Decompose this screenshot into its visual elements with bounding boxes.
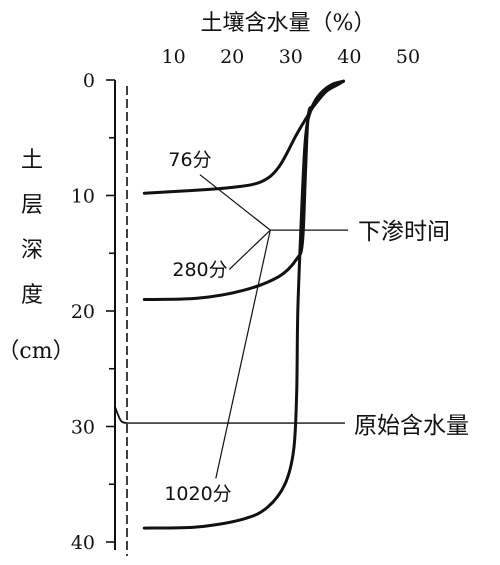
y-axis-label-char: 度 [21, 283, 43, 308]
label-280-min: 280分 [172, 259, 227, 281]
y-axis-label-char: 层 [21, 193, 43, 218]
x-tick-label: 20 [220, 46, 244, 68]
y-tick-label: 0 [83, 70, 95, 92]
x-tick-label: 50 [396, 46, 420, 68]
chart-title: 土壤含水量（%） [201, 11, 376, 36]
label-1020-min: 1020分 [164, 483, 231, 505]
x-tick-label: 40 [337, 46, 361, 68]
y-tick-label: 20 [71, 301, 95, 323]
series-lines [114, 79, 345, 530]
x-tick-label: 30 [279, 46, 303, 68]
y-tick-label: 30 [71, 417, 95, 439]
series-1020-min-line [142, 79, 345, 530]
y-axis-label-char: 深 [21, 238, 43, 263]
original-moisture-line [114, 406, 128, 424]
leader-76-min [199, 174, 271, 231]
label-original-moisture: 原始含水量 [354, 413, 469, 439]
y-axis-label-char: 土 [21, 148, 43, 173]
leader-280-min [228, 229, 271, 270]
x-tick-label: 10 [162, 46, 186, 68]
y-axis-unit: （cm） [0, 339, 75, 364]
leader-lines [126, 174, 348, 479]
series-76-min-line [142, 79, 345, 195]
label-76-min: 76分 [168, 149, 211, 171]
leader-1020-min [215, 230, 271, 479]
label-infiltration-time: 下渗时间 [358, 219, 450, 245]
axes: 10 20 30 40 50 0 10 20 30 40 [71, 46, 420, 556]
y-tick-label: 10 [71, 186, 95, 208]
series-280-min-line [142, 79, 345, 301]
y-tick-label: 40 [71, 532, 95, 554]
